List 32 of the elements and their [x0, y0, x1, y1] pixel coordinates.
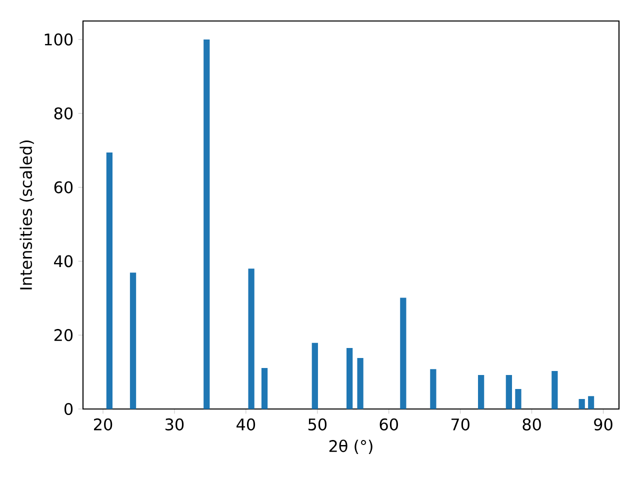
- bar: [552, 370, 558, 409]
- x-tick-label: 20: [94, 418, 112, 430]
- bar: [261, 368, 268, 409]
- bar: [312, 342, 318, 409]
- y-tick-label: 80: [54, 107, 73, 120]
- bar: [430, 369, 436, 409]
- x-tick-label: 40: [236, 418, 256, 430]
- x-tick-label: 30: [166, 418, 184, 430]
- bar: [248, 268, 254, 409]
- bar: [106, 152, 113, 409]
- y-tick-label: 0: [64, 402, 73, 416]
- x-tick-label: 50: [308, 418, 327, 430]
- x-tick-label: 60: [380, 418, 398, 430]
- bar: [506, 375, 512, 409]
- bar: [400, 298, 406, 409]
- y-axis-title: Intensities (scaled): [20, 140, 34, 290]
- bar: [204, 39, 210, 409]
- x-tick-label: 80: [522, 418, 541, 430]
- bar: [357, 358, 364, 409]
- bar: [478, 375, 484, 409]
- x-tick-label: 90: [594, 418, 612, 430]
- x-tick-label: 70: [451, 418, 470, 430]
- bar: [578, 399, 585, 409]
- y-tick-label: 40: [54, 255, 73, 268]
- x-axis-title: 2θ (°): [329, 440, 372, 454]
- y-tick-label: 20: [54, 329, 73, 342]
- bar: [515, 389, 522, 409]
- bar: [346, 348, 353, 409]
- bar: [130, 272, 136, 409]
- bar: [588, 396, 594, 409]
- y-tick-label: 100: [44, 33, 73, 46]
- y-tick-label: 60: [54, 181, 73, 194]
